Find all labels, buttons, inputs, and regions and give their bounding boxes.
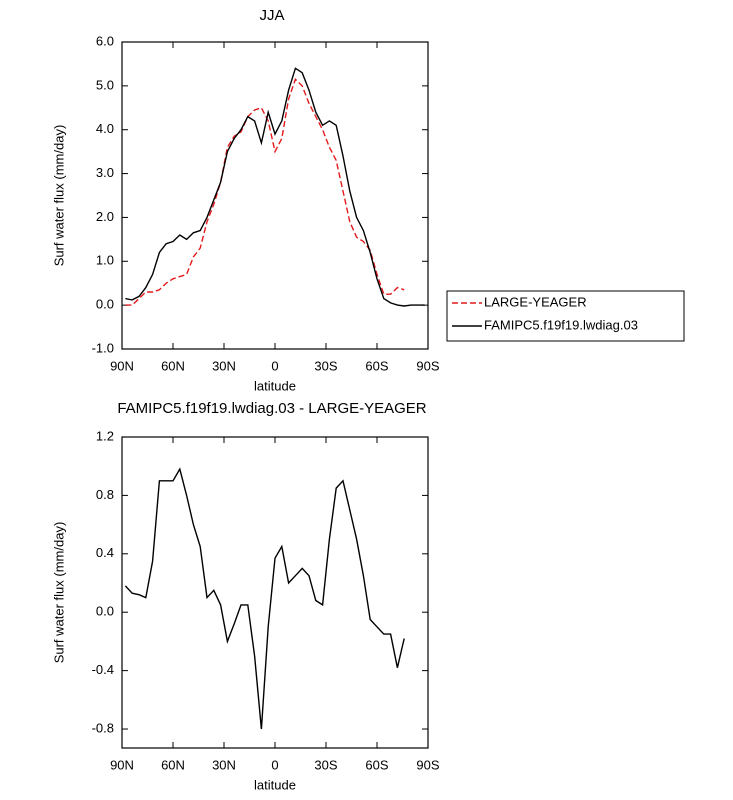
x-tick-label: 60N	[161, 358, 185, 373]
x-tick-label: 60S	[365, 757, 388, 772]
y-tick-label: 0.0	[96, 297, 114, 312]
y-axis-label: Surf water flux (mm/day)	[51, 125, 66, 267]
data-line	[125, 67, 425, 307]
x-tick-label: 90N	[110, 757, 134, 772]
x-axis-label: latitude	[254, 378, 296, 393]
y-tick-label: -0.4	[92, 662, 114, 677]
x-tick-label: 90S	[416, 358, 439, 373]
legend-box	[446, 290, 685, 342]
x-tick-label: 60S	[365, 358, 388, 373]
y-tick-label: -1.0	[92, 340, 114, 355]
plot-frame	[121, 436, 429, 749]
y-axis-label: Surf water flux (mm/day)	[51, 522, 66, 664]
x-tick-label: 90N	[110, 358, 134, 373]
data-line	[125, 78, 405, 306]
x-tick-label: 30S	[314, 358, 337, 373]
y-tick-label: 1.2	[96, 428, 114, 443]
y-tick-label: 2.0	[96, 209, 114, 224]
y-tick-label: 5.0	[96, 77, 114, 92]
y-tick-label: 1.0	[96, 253, 114, 268]
y-tick-label: 0.8	[96, 487, 114, 502]
x-tick-label: 0	[271, 757, 278, 772]
x-tick-label: 0	[271, 358, 278, 373]
x-tick-label: 90S	[416, 757, 439, 772]
y-tick-label: 3.0	[96, 165, 114, 180]
plot-frame	[121, 41, 429, 350]
x-tick-label: 30N	[212, 358, 236, 373]
y-tick-label: -0.8	[92, 720, 114, 735]
chart-title: JJA	[259, 7, 284, 24]
x-tick-label: 30N	[212, 757, 236, 772]
legend-label: FAMIPC5.f19f19.lwdiag.03	[484, 317, 638, 332]
y-tick-label: 0.0	[96, 604, 114, 619]
y-tick-label: 0.4	[96, 545, 114, 560]
y-tick-label: 6.0	[96, 33, 114, 48]
legend-label: LARGE-YEAGER	[484, 294, 587, 309]
y-tick-label: 4.0	[96, 121, 114, 136]
chart-title: FAMIPC5.f19f19.lwdiag.03 - LARGE-YEAGER	[117, 400, 426, 417]
x-axis-label: latitude	[254, 777, 296, 792]
x-tick-label: 30S	[314, 757, 337, 772]
data-line	[124, 467, 405, 730]
x-tick-label: 60N	[161, 757, 185, 772]
